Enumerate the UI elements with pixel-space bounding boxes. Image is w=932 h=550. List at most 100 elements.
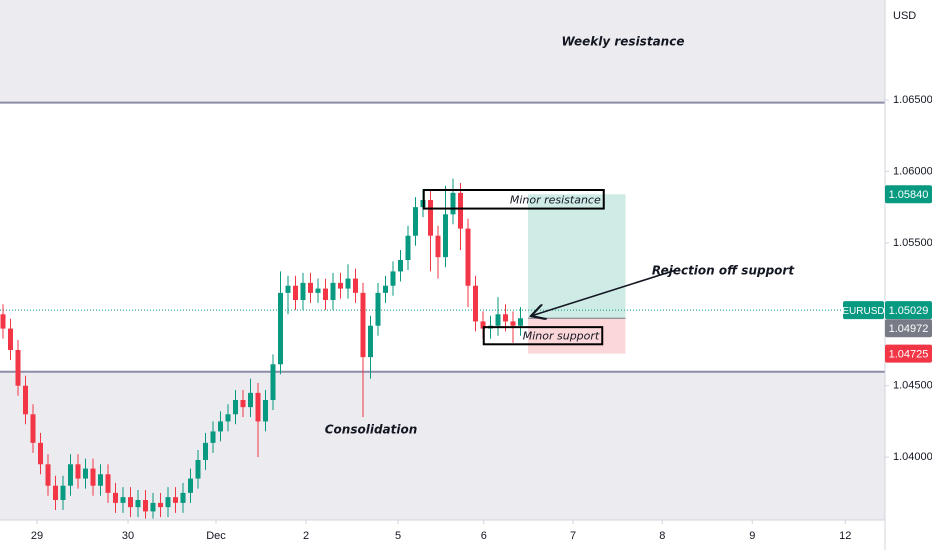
candle-body <box>45 464 51 486</box>
candle-body <box>435 235 441 258</box>
annotation-box <box>422 189 605 210</box>
y-tick-label: 1.06000 <box>893 165 932 177</box>
candle-body <box>30 414 36 443</box>
candle-body <box>180 492 186 503</box>
x-tick-label: Dec <box>206 530 226 542</box>
candle-body <box>60 485 66 500</box>
candle-body <box>15 350 21 386</box>
x-tick-label: 9 <box>749 530 755 542</box>
candle-body <box>90 468 96 486</box>
annotation-box <box>482 326 604 346</box>
candle-body <box>128 497 133 508</box>
candle-body <box>405 235 411 260</box>
annotation: Consolidation <box>325 423 418 437</box>
candle-body <box>458 192 463 229</box>
candle-body <box>495 314 501 326</box>
target-price-label-bg <box>885 185 932 204</box>
candle-body <box>293 285 298 300</box>
candle-body <box>233 400 238 415</box>
candle-body <box>353 278 358 293</box>
loss-zone <box>528 318 626 354</box>
candle-body <box>165 497 171 508</box>
profit-zone <box>528 194 626 319</box>
candle-body <box>263 400 268 422</box>
candle-body <box>23 385 28 415</box>
candle-body <box>285 285 291 293</box>
x-tick-label: 2 <box>303 530 309 542</box>
candle-body <box>510 321 516 326</box>
candle-body <box>75 464 81 479</box>
stop-price-label-bg <box>885 344 932 363</box>
candle-body <box>450 192 456 215</box>
symbol-label: EURUSD <box>842 306 884 317</box>
candle-body <box>143 500 148 512</box>
candle-body <box>188 478 193 493</box>
candle-body <box>473 285 478 322</box>
candle-body <box>203 442 208 460</box>
candle-body <box>375 292 381 326</box>
candle-body <box>398 260 403 272</box>
x-tick-label: 5 <box>395 530 401 542</box>
candle-body <box>308 282 313 293</box>
box-label: Minor resistance <box>510 193 601 206</box>
y-tick-label: 1.05500 <box>893 237 932 249</box>
annotation: Weekly resistance <box>562 35 685 49</box>
candle-body <box>158 502 163 508</box>
y-tick-label: 1.04000 <box>893 451 932 463</box>
target-price-label: 1.05840 <box>889 189 929 201</box>
candle-body <box>503 314 508 322</box>
candle-body <box>390 271 396 286</box>
candle-body <box>150 502 156 512</box>
candle-body <box>330 282 336 300</box>
candle-body <box>368 325 373 358</box>
candle-body <box>518 318 523 326</box>
candle-body <box>195 460 201 479</box>
resistance-zone <box>0 0 885 103</box>
annotation: Rejection off support <box>652 264 795 278</box>
candle-body <box>383 285 388 293</box>
candle-body <box>113 492 118 503</box>
candle-body <box>53 485 58 500</box>
x-tick-label: 6 <box>481 530 487 542</box>
stop-price-label: 1.04725 <box>889 348 929 360</box>
box-label: Minor support <box>523 330 600 343</box>
entry-price-label: 1.04972 <box>889 323 929 335</box>
candle-body <box>120 497 126 503</box>
y-tick-label: 1.06500 <box>893 94 932 106</box>
currency-label: USD <box>893 10 916 22</box>
y-tick-label: 1.04500 <box>893 380 932 392</box>
candle-body <box>428 200 433 236</box>
last-price-label-bg <box>885 301 932 320</box>
candle-body <box>300 282 306 300</box>
candle-body <box>8 328 13 350</box>
candle-body <box>240 400 246 408</box>
candle-body <box>345 278 351 289</box>
candle-body <box>270 364 276 400</box>
candle-body <box>315 288 321 293</box>
plot-area: Minor resistance Minor support <box>0 0 885 520</box>
candle-body <box>0 314 6 329</box>
entry-price-label-bg <box>885 319 932 338</box>
last-price-label: 1.05029 <box>889 305 929 317</box>
candle-body <box>465 228 471 286</box>
support-zone <box>0 371 885 520</box>
candle-body <box>173 497 178 503</box>
candle-body <box>413 207 418 236</box>
candle-body <box>38 442 43 465</box>
candle-body <box>210 431 216 443</box>
candle-body <box>98 474 103 486</box>
candle-body <box>248 392 253 408</box>
candle-body <box>443 214 448 258</box>
candle-body <box>105 474 111 493</box>
candle-body <box>360 292 366 358</box>
candle-body <box>218 421 223 432</box>
candle-body <box>225 414 231 422</box>
candle-body <box>323 288 328 300</box>
candle-body <box>480 321 486 329</box>
x-tick-label: 8 <box>659 530 665 542</box>
arrow <box>531 269 677 316</box>
symbol-label-bg <box>843 301 884 320</box>
x-tick-label: 29 <box>31 530 43 542</box>
candle-body <box>83 468 88 479</box>
